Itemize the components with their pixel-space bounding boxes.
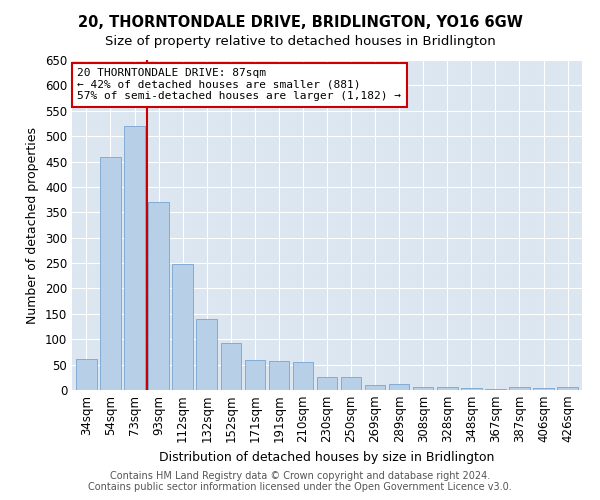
Text: Contains HM Land Registry data © Crown copyright and database right 2024.
Contai: Contains HM Land Registry data © Crown c… xyxy=(88,471,512,492)
Bar xyxy=(148,202,169,390)
Bar xyxy=(437,388,458,390)
Text: 20 THORNTONDALE DRIVE: 87sqm
← 42% of detached houses are smaller (881)
57% of s: 20 THORNTONDALE DRIVE: 87sqm ← 42% of de… xyxy=(77,68,401,102)
Bar xyxy=(293,362,313,390)
Bar xyxy=(557,388,578,390)
Bar xyxy=(317,377,337,390)
X-axis label: Distribution of detached houses by size in Bridlington: Distribution of detached houses by size … xyxy=(160,451,494,464)
Bar xyxy=(172,264,193,390)
Bar xyxy=(413,388,433,390)
Bar xyxy=(485,389,506,390)
Bar xyxy=(124,126,145,390)
Bar xyxy=(269,361,289,390)
Bar xyxy=(509,387,530,390)
Bar xyxy=(365,386,385,390)
Text: 20, THORNTONDALE DRIVE, BRIDLINGTON, YO16 6GW: 20, THORNTONDALE DRIVE, BRIDLINGTON, YO1… xyxy=(77,15,523,30)
Bar xyxy=(221,343,241,390)
Bar xyxy=(196,319,217,390)
Bar xyxy=(461,388,482,390)
Bar xyxy=(533,388,554,390)
Y-axis label: Number of detached properties: Number of detached properties xyxy=(26,126,40,324)
Bar xyxy=(245,360,265,390)
Bar xyxy=(389,384,409,390)
Bar xyxy=(100,158,121,390)
Bar xyxy=(76,358,97,390)
Bar xyxy=(341,377,361,390)
Text: Size of property relative to detached houses in Bridlington: Size of property relative to detached ho… xyxy=(104,35,496,48)
